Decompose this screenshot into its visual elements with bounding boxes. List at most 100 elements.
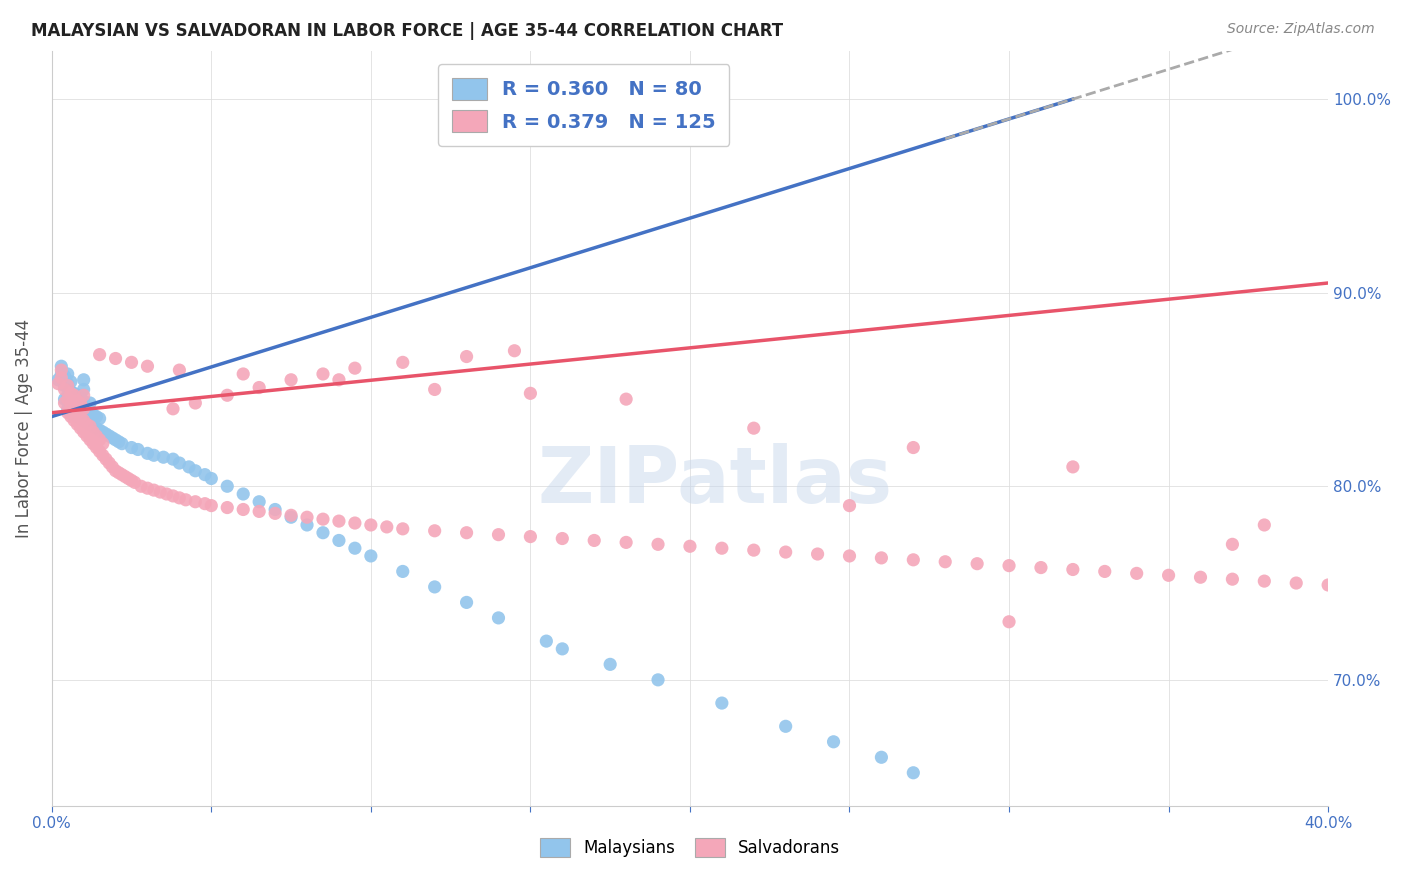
Point xyxy=(98,456,121,470)
Point xyxy=(46,376,69,391)
Point xyxy=(1062,562,1084,576)
Point xyxy=(66,417,89,432)
Point xyxy=(710,696,733,710)
Point xyxy=(63,398,86,412)
Point xyxy=(56,388,79,402)
Point xyxy=(76,429,98,443)
Point xyxy=(94,452,117,467)
Point xyxy=(503,343,526,358)
Point xyxy=(111,467,134,482)
Point xyxy=(89,444,111,458)
Point xyxy=(76,416,98,430)
Point xyxy=(149,485,172,500)
Point xyxy=(63,401,86,416)
Point xyxy=(280,373,302,387)
Point xyxy=(903,441,925,455)
Point xyxy=(56,401,79,416)
Point xyxy=(56,376,79,391)
Point xyxy=(98,429,121,443)
Point xyxy=(169,491,191,505)
Point xyxy=(775,719,797,733)
Point xyxy=(1253,518,1275,533)
Point xyxy=(391,522,413,536)
Point xyxy=(91,436,114,450)
Point xyxy=(1125,566,1147,581)
Point xyxy=(73,373,96,387)
Point xyxy=(456,350,478,364)
Point xyxy=(200,499,222,513)
Point xyxy=(870,550,893,565)
Point xyxy=(69,401,91,416)
Point xyxy=(46,373,69,387)
Point xyxy=(162,452,184,467)
Point xyxy=(66,406,89,420)
Point xyxy=(111,436,134,450)
Point xyxy=(177,459,200,474)
Point xyxy=(53,368,76,383)
Point xyxy=(903,553,925,567)
Text: Source: ZipAtlas.com: Source: ZipAtlas.com xyxy=(1227,22,1375,37)
Point xyxy=(107,434,129,449)
Point xyxy=(1189,570,1212,584)
Point xyxy=(73,383,96,397)
Point xyxy=(519,386,541,401)
Point xyxy=(295,510,318,524)
Point xyxy=(806,547,828,561)
Point xyxy=(870,750,893,764)
Point xyxy=(82,425,104,439)
Point xyxy=(56,367,79,381)
Point xyxy=(169,363,191,377)
Point xyxy=(217,500,239,515)
Point xyxy=(614,392,637,406)
Point xyxy=(360,549,382,563)
Point xyxy=(375,520,398,534)
Point xyxy=(73,394,96,409)
Point xyxy=(136,446,159,460)
Point xyxy=(89,411,111,425)
Point xyxy=(343,361,366,376)
Point xyxy=(903,765,925,780)
Point xyxy=(127,442,149,457)
Point xyxy=(129,479,152,493)
Point xyxy=(934,555,956,569)
Point xyxy=(775,545,797,559)
Point xyxy=(76,406,98,420)
Point xyxy=(583,533,606,548)
Point xyxy=(53,383,76,397)
Point xyxy=(312,512,335,526)
Point xyxy=(312,525,335,540)
Point xyxy=(360,518,382,533)
Point xyxy=(328,514,350,528)
Point xyxy=(51,371,73,385)
Point xyxy=(89,423,111,437)
Point xyxy=(69,411,91,425)
Point xyxy=(56,378,79,392)
Point xyxy=(82,408,104,422)
Point xyxy=(184,396,207,410)
Point xyxy=(63,413,86,427)
Point xyxy=(136,359,159,374)
Point xyxy=(82,419,104,434)
Point xyxy=(1157,568,1180,582)
Point xyxy=(156,487,179,501)
Point xyxy=(56,392,79,406)
Point xyxy=(51,367,73,381)
Point xyxy=(91,425,114,439)
Point xyxy=(742,543,765,558)
Point xyxy=(91,448,114,462)
Point xyxy=(647,673,669,687)
Point xyxy=(101,431,124,445)
Point xyxy=(200,471,222,485)
Point xyxy=(136,481,159,495)
Point xyxy=(488,611,510,625)
Point xyxy=(104,464,127,478)
Point xyxy=(59,398,82,412)
Point xyxy=(59,375,82,389)
Point xyxy=(194,467,217,482)
Point xyxy=(343,516,366,530)
Point xyxy=(79,433,101,447)
Point xyxy=(89,348,111,362)
Point xyxy=(124,475,146,490)
Y-axis label: In Labor Force | Age 35-44: In Labor Force | Age 35-44 xyxy=(15,318,32,538)
Point xyxy=(66,394,89,409)
